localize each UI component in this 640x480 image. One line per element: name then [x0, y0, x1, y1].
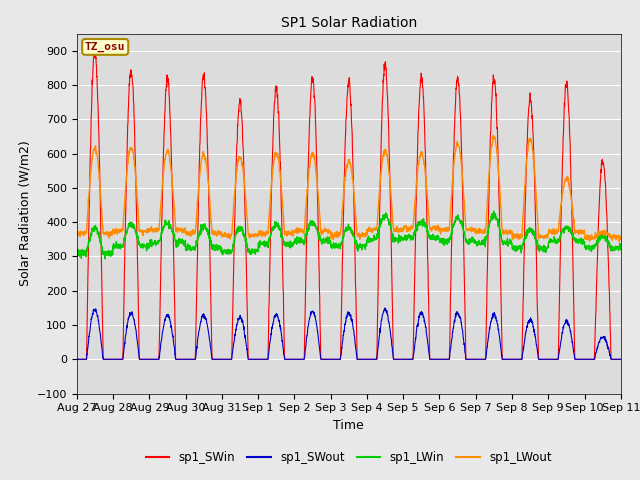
sp1_LWin: [225, 247, 232, 253]
Text: TZ_osu: TZ_osu: [85, 42, 125, 52]
sp1_LWout: [569, 211, 577, 217]
Legend: sp1_SWin, sp1_SWout, sp1_LWin, sp1_LWout: sp1_SWin, sp1_SWout, sp1_LWin, sp1_LWout: [141, 446, 557, 469]
Line: sp1_SWin: sp1_SWin: [77, 51, 621, 360]
sp1_LWout: [616, 239, 623, 245]
sp1_LWout: [73, 231, 81, 237]
sp1_LWout: [584, 237, 592, 242]
sp1_LWin: [365, 233, 372, 239]
sp1_SWin: [569, 258, 577, 264]
sp1_SWout: [381, 305, 388, 311]
sp1_LWin: [376, 222, 384, 228]
Line: sp1_SWout: sp1_SWout: [77, 308, 621, 360]
sp1_SWin: [225, 357, 232, 362]
sp1_LWin: [508, 240, 515, 246]
sp1_LWout: [225, 231, 232, 237]
sp1_SWin: [73, 357, 81, 362]
sp1_LWin: [101, 256, 109, 262]
sp1_SWin: [584, 357, 592, 362]
sp1_SWout: [569, 344, 577, 350]
sp1_SWout: [73, 357, 81, 362]
sp1_LWin: [617, 242, 625, 248]
sp1_LWin: [490, 208, 497, 214]
Line: sp1_LWout: sp1_LWout: [77, 135, 621, 242]
Title: SP1 Solar Radiation: SP1 Solar Radiation: [281, 16, 417, 30]
sp1_LWout: [507, 229, 515, 235]
sp1_SWout: [617, 357, 625, 362]
sp1_SWin: [617, 357, 625, 362]
sp1_LWin: [570, 230, 577, 236]
Line: sp1_LWin: sp1_LWin: [77, 211, 621, 259]
X-axis label: Time: Time: [333, 419, 364, 432]
sp1_SWout: [584, 357, 592, 362]
sp1_SWin: [507, 357, 515, 362]
sp1_LWout: [617, 237, 625, 242]
sp1_LWout: [376, 179, 384, 184]
sp1_LWin: [584, 245, 592, 251]
Y-axis label: Solar Radiation (W/m2): Solar Radiation (W/m2): [18, 141, 31, 287]
sp1_LWin: [73, 253, 81, 259]
sp1_SWout: [507, 357, 515, 362]
sp1_SWin: [365, 357, 372, 362]
sp1_SWin: [90, 48, 98, 54]
sp1_SWout: [225, 357, 232, 362]
sp1_SWout: [376, 329, 384, 335]
sp1_LWout: [490, 132, 497, 138]
sp1_SWout: [365, 357, 372, 362]
sp1_SWin: [376, 171, 384, 177]
sp1_LWout: [365, 228, 372, 234]
